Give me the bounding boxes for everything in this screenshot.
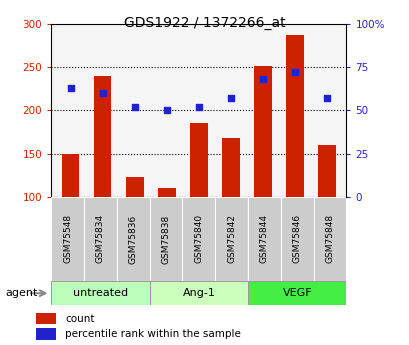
Point [227,96,234,101]
Text: GSM75840: GSM75840 [194,214,203,264]
Bar [149,281,247,305]
Text: percentile rank within the sample: percentile rank within the sample [65,329,240,339]
Text: count: count [65,314,94,324]
Text: GSM75548: GSM75548 [63,214,72,264]
Bar [285,36,303,283]
Text: GSM75844: GSM75844 [259,214,268,264]
Point [323,96,330,101]
Bar [51,197,84,281]
Text: untreated: untreated [73,288,128,298]
Point [99,90,106,96]
Bar [126,177,143,283]
Bar [157,188,175,283]
Bar [247,197,280,281]
Bar [189,124,207,283]
Bar [61,154,79,283]
Text: GSM75846: GSM75846 [292,214,301,264]
Point [163,108,170,113]
Bar [149,197,182,281]
Bar [254,66,271,283]
Text: agent: agent [5,288,37,298]
Point [131,104,137,110]
Bar [318,145,335,283]
Bar [36,313,56,324]
Text: GSM75838: GSM75838 [161,214,170,264]
Text: GSM75842: GSM75842 [227,214,236,264]
Point [67,85,74,91]
Bar [117,197,149,281]
Point [291,70,298,75]
Text: GSM75836: GSM75836 [128,214,137,264]
Bar [215,197,247,281]
Bar [280,197,313,281]
Text: Ang-1: Ang-1 [182,288,215,298]
Bar [94,76,111,283]
Bar [84,197,117,281]
Text: GDS1922 / 1372266_at: GDS1922 / 1372266_at [124,16,285,30]
Text: GSM75848: GSM75848 [325,214,334,264]
Point [195,104,202,110]
Bar [222,138,239,283]
Text: VEGF: VEGF [282,288,311,298]
Bar [247,281,346,305]
Point [259,77,266,82]
Bar [51,281,149,305]
Bar [313,197,346,281]
Bar [182,197,215,281]
Text: GSM75834: GSM75834 [96,214,105,264]
Bar [36,328,56,340]
